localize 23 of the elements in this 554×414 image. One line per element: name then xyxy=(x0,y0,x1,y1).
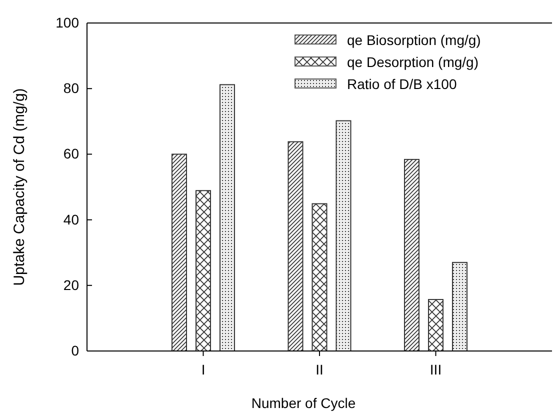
y-tick-label: 40 xyxy=(63,211,80,228)
y-axis-title: Uptake Capacity of Cd (mg/g) xyxy=(11,88,28,286)
y-tick-label: 100 xyxy=(56,14,80,30)
y-tick-label: 20 xyxy=(63,276,80,293)
bar xyxy=(312,203,328,352)
bar xyxy=(288,141,304,352)
x-tick-label: III xyxy=(430,361,442,378)
bar xyxy=(220,84,235,352)
legend-label: qe Desorption (mg/g) xyxy=(347,54,479,70)
x-tick-label: I xyxy=(201,361,206,378)
bar xyxy=(428,299,444,352)
legend-label: Ratio of D/B x100 xyxy=(347,76,457,92)
y-tick-label: 0 xyxy=(71,342,80,358)
bar xyxy=(404,158,420,352)
y-tick-label: 80 xyxy=(63,80,80,96)
bar xyxy=(172,154,187,352)
x-tick-label: II xyxy=(316,361,324,378)
y-tick-label: 60 xyxy=(63,146,80,162)
legend-label: qe Biosorption (mg/g) xyxy=(347,32,481,48)
bar xyxy=(336,120,352,352)
x-axis-title: Number of Cycle xyxy=(251,395,356,411)
bar xyxy=(196,190,211,352)
bar xyxy=(452,262,468,352)
